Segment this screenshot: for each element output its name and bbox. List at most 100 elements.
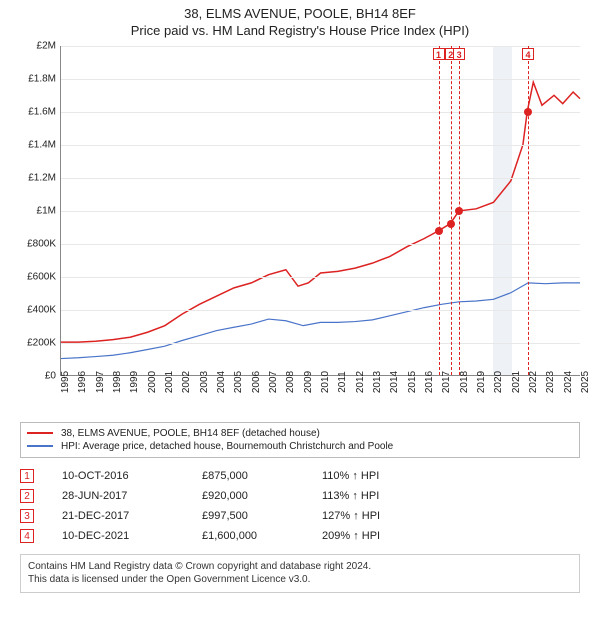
sale-row: 2 28-JUN-2017£920,000113% ↑ HPI [20,486,580,506]
gridline [61,244,580,245]
sale-date: 10-OCT-2016 [62,470,202,482]
x-tick-label: 2010 [320,371,331,393]
chart-title: 38, ELMS AVENUE, POOLE, BH14 8EF Price p… [0,6,600,40]
x-tick-label: 2008 [285,371,296,393]
sale-point [447,220,455,228]
footer-line1: Contains HM Land Registry data © Crown c… [28,560,572,574]
y-axis: £0£200K£400K£600K£800K£1M£1.2M£1.4M£1.6M… [20,46,60,376]
sale-marker-box: 3 [453,48,465,60]
legend-row: HPI: Average price, detached house, Bour… [27,440,573,453]
sales-table: 110-OCT-2016£875,000110% ↑ HPI228-JUN-20… [20,466,580,546]
x-tick-label: 2020 [493,371,504,393]
sale-price: £997,500 [202,510,322,522]
x-tick-label: 2004 [216,371,227,393]
footer-line2: This data is licensed under the Open Gov… [28,573,572,587]
sale-num-box: 2 [20,489,34,503]
title-line1: 38, ELMS AVENUE, POOLE, BH14 8EF [0,6,600,23]
x-tick-label: 1998 [112,371,123,393]
chart: £0£200K£400K£600K£800K£1M£1.2M£1.4M£1.6M… [20,46,580,376]
y-tick-label: £1.6M [28,106,56,117]
sale-price: £920,000 [202,490,322,502]
gridline [61,46,580,47]
gridline [61,310,580,311]
footer: Contains HM Land Registry data © Crown c… [20,554,580,593]
legend-swatch [27,432,53,434]
sale-num-box: 4 [20,529,34,543]
series-property [61,82,580,342]
x-tick-label: 1999 [129,371,140,393]
legend-label: 38, ELMS AVENUE, POOLE, BH14 8EF (detach… [61,428,320,439]
y-tick-label: £1.2M [28,172,56,183]
sale-num-box: 3 [20,509,34,523]
sale-pct: 127% ↑ HPI [322,510,442,522]
sale-vline [451,46,452,375]
y-tick-label: £200K [27,337,56,348]
gridline [61,112,580,113]
gridline [61,211,580,212]
x-tick-label: 2005 [233,371,244,393]
y-tick-label: £1.8M [28,73,56,84]
sale-vline [528,46,529,375]
x-tick-label: 2015 [407,371,418,393]
plot-area: 1234 [60,46,580,376]
sale-date: 28-JUN-2017 [62,490,202,502]
x-tick-label: 2002 [181,371,192,393]
sale-pct: 209% ↑ HPI [322,530,442,542]
x-tick-label: 2012 [355,371,366,393]
x-tick-label: 1997 [95,371,106,393]
x-tick-label: 2025 [580,371,591,393]
legend-swatch [27,445,53,447]
y-tick-label: £600K [27,271,56,282]
sale-vline [439,46,440,375]
legend: 38, ELMS AVENUE, POOLE, BH14 8EF (detach… [20,422,580,458]
sale-pct: 113% ↑ HPI [322,490,442,502]
x-tick-label: 2006 [251,371,262,393]
x-tick-label: 1995 [60,371,71,393]
gridline [61,277,580,278]
y-tick-label: £400K [27,304,56,315]
x-tick-label: 2017 [441,371,452,393]
sale-price: £875,000 [202,470,322,482]
sale-row: 4 10-DEC-2021£1,600,000209% ↑ HPI [20,526,580,546]
x-tick-label: 2003 [199,371,210,393]
sale-price: £1,600,000 [202,530,322,542]
sale-date: 10-DEC-2021 [62,530,202,542]
y-tick-label: £2M [37,40,56,51]
legend-row: 38, ELMS AVENUE, POOLE, BH14 8EF (detach… [27,427,573,440]
x-tick-label: 2022 [528,371,539,393]
sale-point [455,207,463,215]
x-tick-label: 2007 [268,371,279,393]
sale-point [524,108,532,116]
legend-label: HPI: Average price, detached house, Bour… [61,441,393,452]
sale-date: 21-DEC-2017 [62,510,202,522]
x-tick-label: 2009 [303,371,314,393]
x-tick-label: 2019 [476,371,487,393]
y-tick-label: £1.4M [28,139,56,150]
sale-marker-box: 1 [433,48,445,60]
x-tick-label: 2014 [389,371,400,393]
gridline [61,145,580,146]
x-tick-label: 2021 [511,371,522,393]
gridline [61,178,580,179]
x-tick-label: 2023 [545,371,556,393]
sale-marker-box: 4 [522,48,534,60]
x-tick-label: 2018 [459,371,470,393]
title-line2: Price paid vs. HM Land Registry's House … [0,23,600,40]
x-tick-label: 2000 [147,371,158,393]
y-tick-label: £0 [45,370,56,381]
x-tick-label: 1996 [77,371,88,393]
series-hpi [61,283,580,359]
y-tick-label: £1M [37,205,56,216]
sale-num-box: 1 [20,469,34,483]
gridline [61,343,580,344]
sale-row: 110-OCT-2016£875,000110% ↑ HPI [20,466,580,486]
x-tick-label: 2011 [337,371,348,393]
gridline [61,79,580,80]
sale-row: 3 21-DEC-2017£997,500127% ↑ HPI [20,506,580,526]
x-axis: 1995199619971998199920002001200220032004… [60,378,580,414]
y-tick-label: £800K [27,238,56,249]
x-tick-label: 2013 [372,371,383,393]
x-tick-label: 2016 [424,371,435,393]
sale-point [435,227,443,235]
x-tick-label: 2001 [164,371,175,393]
